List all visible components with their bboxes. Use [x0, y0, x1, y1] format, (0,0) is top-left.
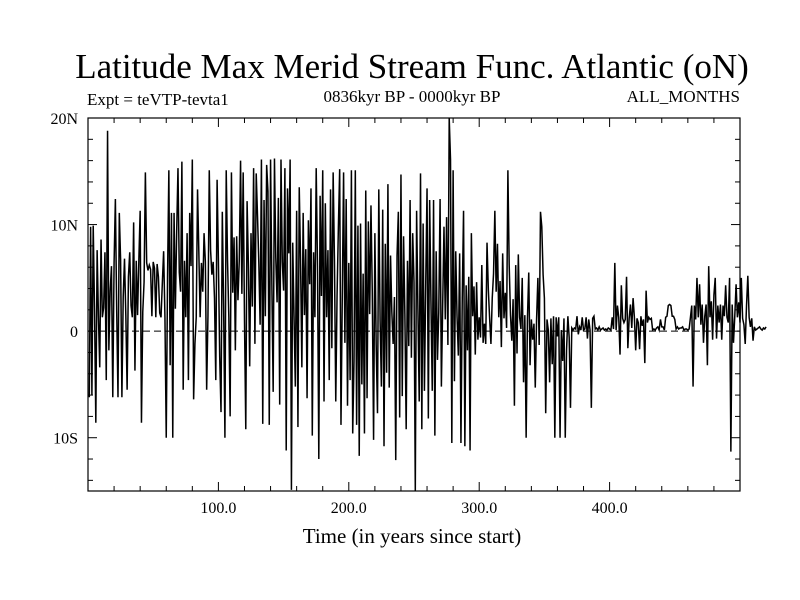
y-tick-label: 10S: [53, 431, 78, 448]
x-axis-tick-labels: 100.0 200.0 300.0 400.0: [200, 500, 627, 517]
x-tick-label: 100.0: [200, 500, 236, 517]
time-range-label: 0836kyr BP - 0000kyr BP: [324, 87, 501, 106]
x-tick-label: 400.0: [592, 500, 628, 517]
x-tick-label: 200.0: [331, 500, 367, 517]
series-line: [88, 117, 767, 492]
y-tick-label: 20N: [50, 111, 78, 128]
experiment-label: Expt = teVTP-tevta1: [87, 90, 229, 109]
y-tick-label: 10N: [50, 218, 78, 235]
months-label: ALL_MONTHS: [627, 87, 740, 106]
x-tick-label: 300.0: [461, 500, 497, 517]
chart-title: Latitude Max Merid Stream Func. Atlantic…: [75, 47, 749, 86]
x-axis-title: Time (in years since start): [303, 524, 522, 548]
y-axis-tick-labels: 20N 10N 0 10S: [50, 111, 78, 448]
y-tick-label: 0: [70, 324, 78, 341]
